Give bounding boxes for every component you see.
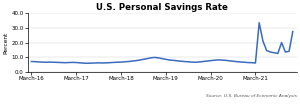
Text: Source: U.S. Bureau of Economic Analysis: Source: U.S. Bureau of Economic Analysis (206, 94, 296, 98)
Y-axis label: Percent: Percent (4, 31, 8, 54)
Title: U.S. Personal Savings Rate: U.S. Personal Savings Rate (96, 3, 228, 12)
